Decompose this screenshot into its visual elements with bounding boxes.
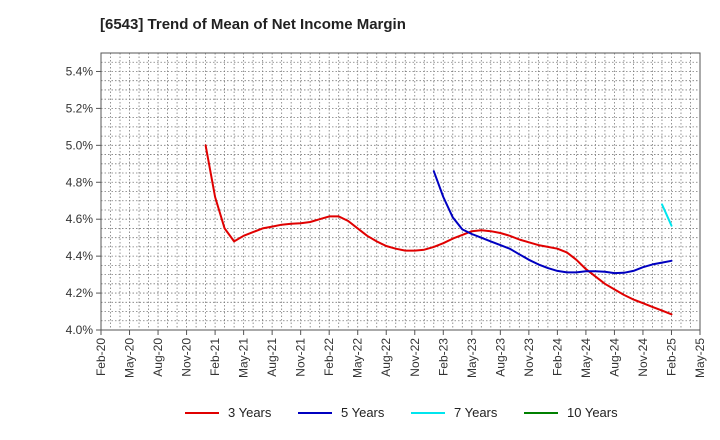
legend-label: 5 Years: [341, 405, 385, 420]
axes: 4.0% 4.2% 4.4% 4.6% 4.8% 5.0% 5.2% 5.4% Feb-20 Ma…: [66, 52, 707, 378]
x-tick-label: May-25: [693, 338, 707, 378]
series-line-5-years: [432, 170, 673, 275]
series-lines: [204, 144, 673, 316]
legend-swatch: [185, 411, 219, 414]
x-tick-label: May-23: [465, 338, 479, 378]
legend-swatch: [524, 411, 558, 414]
x-tick-label: May-22: [351, 338, 365, 378]
x-tick-label: May-20: [123, 338, 137, 378]
x-tick-label: Feb-24: [550, 338, 564, 376]
legend-label: 10 Years: [567, 405, 618, 420]
x-tick-label: May-21: [237, 338, 251, 378]
chart-title: [6543] Trend of Mean of Net Income Margi…: [100, 16, 406, 33]
x-tick-label: Feb-21: [208, 338, 222, 376]
x-tick-label: Nov-20: [180, 338, 194, 377]
legend: 3 Years 5 Years 7 Years 10 Years: [0, 405, 720, 425]
x-tick-label: Aug-20: [151, 338, 165, 377]
y-tick-label: 5.4%: [66, 64, 94, 78]
x-tick-label: Nov-23: [522, 338, 536, 377]
legend-item-10-years: 10 Years: [524, 405, 618, 420]
legend-item-5-years: 5 Years: [298, 405, 384, 420]
legend-swatch: [298, 411, 332, 414]
x-tick-label: Feb-22: [322, 338, 336, 376]
y-tick-label: 4.8%: [66, 175, 94, 189]
grid: [100, 52, 701, 331]
x-tick-label: Aug-23: [493, 338, 507, 377]
y-tick-label: 4.4%: [66, 249, 94, 263]
x-tick-label: Nov-21: [294, 338, 308, 377]
x-tick-label: May-24: [579, 338, 593, 378]
legend-label: 7 Years: [454, 405, 498, 420]
plot-frame: [100, 52, 701, 331]
x-tick-label: Aug-24: [607, 338, 621, 377]
legend-swatch: [411, 411, 445, 414]
x-tick-label: Aug-21: [265, 338, 279, 377]
x-tick-label: Feb-25: [664, 338, 678, 376]
x-tick-label: Aug-22: [379, 338, 393, 377]
legend-label: 3 Years: [228, 405, 272, 420]
x-tick-label: Feb-23: [436, 338, 450, 376]
legend-item-7-years: 7 Years: [411, 405, 497, 420]
series-line-3-years: [204, 144, 673, 316]
y-tick-label: 5.0%: [66, 138, 94, 152]
legend-item-3-years: 3 Years: [185, 405, 271, 420]
plot-area: [101, 53, 700, 330]
series-line-7-years: [661, 203, 673, 227]
x-tick-label: Nov-24: [636, 338, 650, 377]
x-tick-label: Feb-20: [94, 338, 108, 376]
y-tick-label: 4.0%: [66, 323, 94, 337]
y-tick-label: 4.2%: [66, 286, 94, 300]
y-tick-label: 5.2%: [66, 101, 94, 115]
x-tick-label: Nov-22: [408, 338, 422, 377]
y-tick-label: 4.6%: [66, 212, 94, 226]
